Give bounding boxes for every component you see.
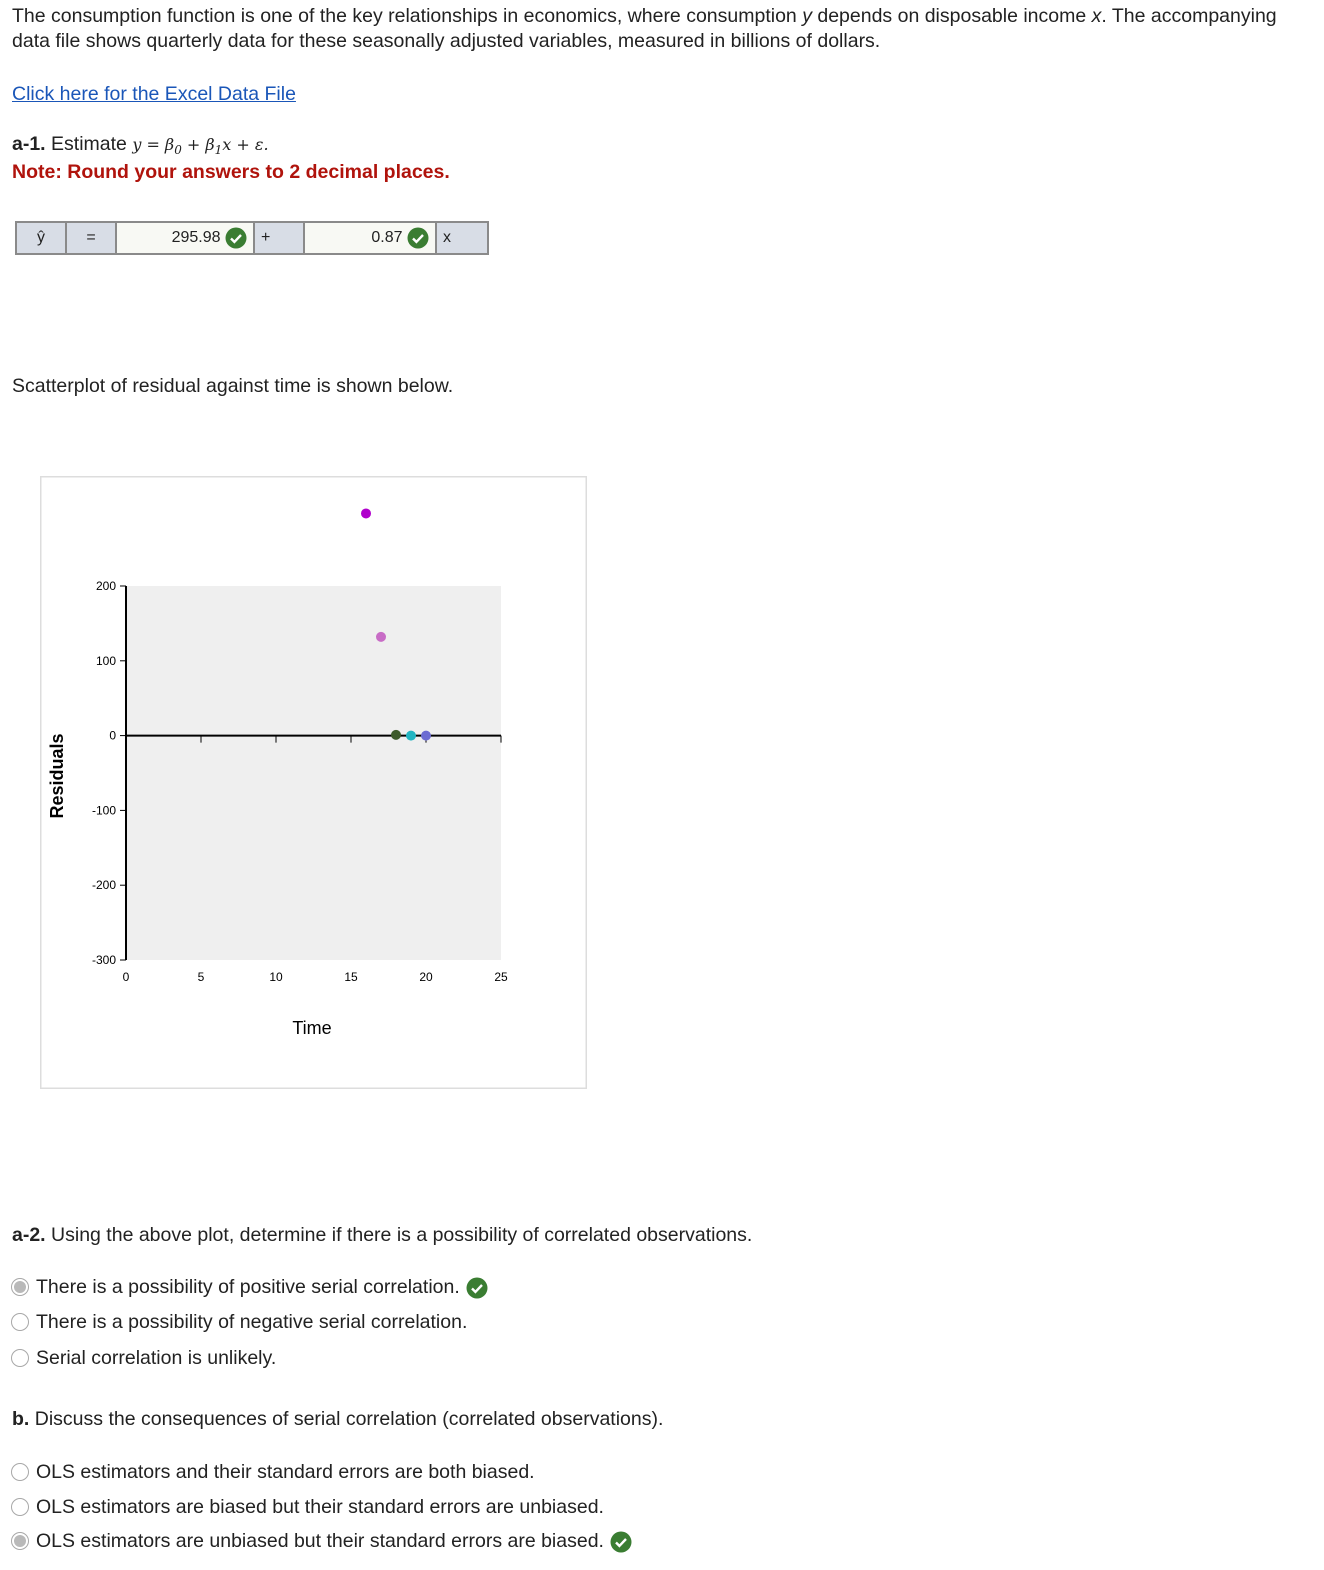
- slope-cell[interactable]: 0.87: [303, 221, 437, 255]
- option-text: There is a possibility of negative seria…: [36, 1311, 468, 1333]
- radio[interactable]: [11, 1532, 29, 1550]
- y-axis-label: Residuals: [47, 733, 67, 818]
- option-text: OLS estimators and their standard errors…: [36, 1461, 535, 1483]
- radio[interactable]: [11, 1278, 29, 1296]
- x-tick-label: 5: [198, 970, 205, 984]
- check-icon: [225, 227, 247, 249]
- radio[interactable]: [11, 1498, 29, 1516]
- intro-text: depends on disposable income: [811, 5, 1092, 27]
- x-tick-label: 10: [269, 970, 283, 984]
- radio[interactable]: [11, 1313, 29, 1331]
- equals: =: [65, 221, 117, 255]
- b-text: Discuss the consequences of serial corre…: [34, 1408, 664, 1430]
- eq-sub: 0: [174, 143, 182, 158]
- a1-prompt: a-1. Estimate y = β0 + β1x + ε.: [12, 132, 269, 163]
- option[interactable]: There is a possibility of negative seria…: [36, 1310, 467, 1334]
- eq-part: x + ε.: [222, 135, 269, 154]
- b-label: b.: [12, 1408, 30, 1430]
- intro-text: . The accompanying data file shows quart…: [12, 5, 1277, 52]
- intercept-cell[interactable]: 295.98: [115, 221, 255, 255]
- y-tick-label: -100: [92, 803, 116, 817]
- y-tick-label: -200: [92, 878, 116, 892]
- x-tick-label: 25: [494, 970, 508, 984]
- check-icon: [466, 1277, 488, 1299]
- point: [376, 631, 386, 642]
- b-prompt: b. Discuss the consequences of serial co…: [12, 1407, 663, 1432]
- check-icon: [610, 1531, 632, 1553]
- slope: 0.87: [371, 229, 403, 247]
- eq-sub: 1: [214, 143, 223, 158]
- point: [406, 730, 416, 741]
- option-text: Serial correlation is unlikely.: [36, 1347, 277, 1369]
- plot-area: [126, 586, 501, 960]
- option-text: There is a possibility of positive seria…: [36, 1276, 460, 1298]
- intercept: 295.98: [171, 229, 221, 247]
- radio[interactable]: [11, 1349, 29, 1367]
- option-text: OLS estimators are unbiased but their st…: [36, 1530, 604, 1552]
- x-tick-label: 15: [344, 970, 358, 984]
- intro: The consumption function is one of the k…: [12, 4, 1282, 54]
- caption: Scatterplot of residual against time is …: [12, 375, 454, 397]
- point: [361, 508, 371, 519]
- option[interactable]: OLS estimators are biased but their stan…: [36, 1495, 604, 1519]
- y-tick-label: -300: [92, 953, 116, 967]
- a2-text: Using the above plot, determine if there…: [51, 1224, 753, 1246]
- plus: +: [253, 221, 305, 255]
- note: Note: Round your answers to 2 decimal pl…: [12, 161, 450, 183]
- intro-var: y: [802, 5, 812, 27]
- intro-var: x: [1091, 5, 1102, 27]
- point: [421, 730, 431, 741]
- a2-label: a-2.: [12, 1224, 46, 1246]
- option[interactable]: OLS estimators and their standard errors…: [36, 1460, 535, 1484]
- x-tick-label: 20: [419, 970, 433, 984]
- excel-link[interactable]: Click here for the Excel Data File: [12, 83, 296, 105]
- check-icon: [407, 227, 429, 249]
- a1-label: a-1.: [12, 133, 46, 155]
- y-tick-label: 0: [109, 729, 116, 743]
- y-tick-label: 200: [96, 579, 116, 593]
- radio[interactable]: [11, 1463, 29, 1481]
- option-text: OLS estimators are biased but their stan…: [36, 1496, 604, 1518]
- x-var: x: [435, 221, 489, 255]
- x-tick-label: 0: [123, 970, 130, 984]
- y-tick-label: 100: [96, 654, 116, 668]
- a2-prompt: a-2. Using the above plot, determine if …: [12, 1223, 752, 1248]
- yhat: ŷ: [15, 221, 67, 255]
- eq-part: + β: [181, 135, 215, 154]
- answer-table: ŷ = 295.98 + 0.87 x: [15, 221, 489, 255]
- option[interactable]: Serial correlation is unlikely.: [36, 1346, 276, 1370]
- equation: y = β0 + β1x + ε.: [132, 135, 269, 158]
- chart: Time Residuals 200 100 0 -100 -200 -300 0 5 10 15…: [40, 476, 587, 1089]
- option[interactable]: OLS estimators are unbiased but their st…: [36, 1529, 632, 1553]
- point: [391, 729, 401, 740]
- intro-text: The consumption function is one of the k…: [12, 5, 803, 27]
- eq-part: y = β: [132, 135, 175, 154]
- option[interactable]: There is a possibility of positive seria…: [36, 1275, 488, 1299]
- x-axis-label: Time: [292, 1018, 331, 1038]
- a1-text: Estimate: [51, 133, 127, 155]
